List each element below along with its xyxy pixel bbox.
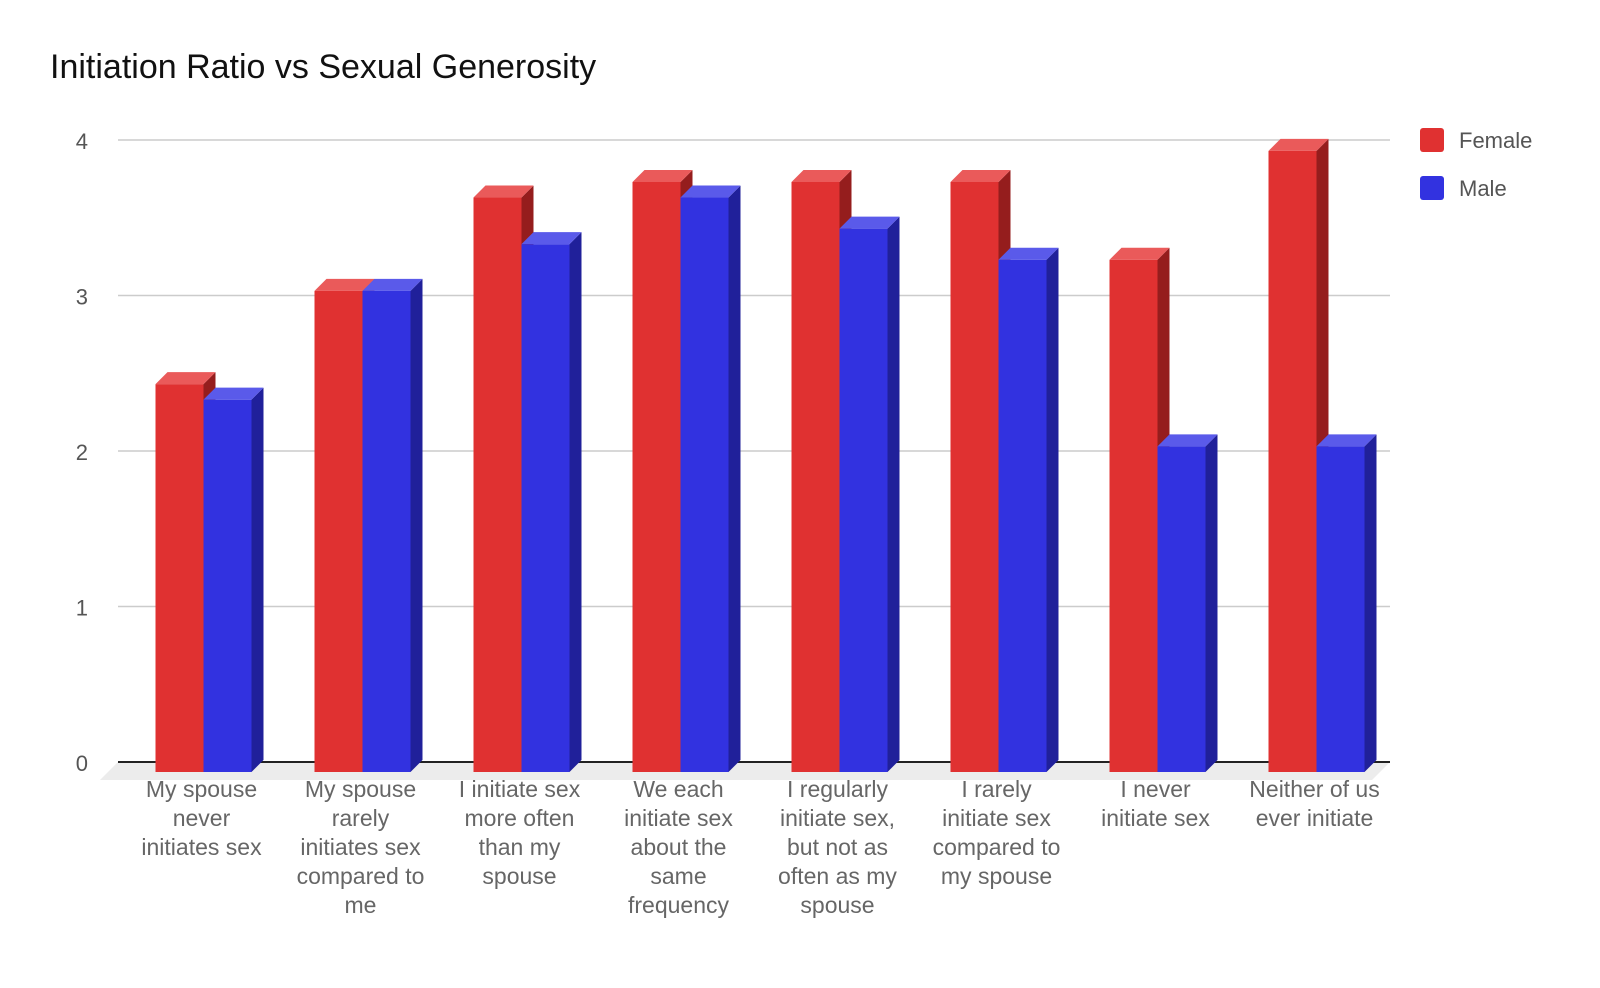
x-tick-label: I rarely initiate sex compared to my spouse	[933, 776, 1061, 889]
bar-top-male	[998, 247, 1059, 260]
bar-top-male	[1316, 434, 1377, 447]
bar-male	[1316, 446, 1365, 772]
chart-title: Initiation Ratio vs Sexual Generosity	[50, 48, 597, 86]
bar-side-male	[728, 185, 741, 772]
bar-top-male	[680, 185, 741, 198]
y-tick-label: 4	[76, 129, 88, 154]
legend-swatch-female	[1420, 128, 1444, 152]
bar-female	[314, 290, 363, 772]
bar-female	[1268, 150, 1317, 772]
bar-female	[632, 181, 681, 773]
bar-side-male	[569, 232, 582, 772]
bar-side-male	[410, 278, 423, 772]
bar-top-female	[1109, 247, 1170, 260]
bar-side-male	[1205, 434, 1218, 772]
x-tick-label: My spouse rarely initiates sex compared to m…	[297, 776, 425, 918]
bar-male	[521, 244, 570, 772]
bar-side-male	[251, 387, 264, 772]
bar-side-male	[1364, 434, 1377, 772]
y-tick-label: 1	[76, 596, 88, 621]
bar-female	[950, 181, 999, 773]
legend-label-female: Female	[1459, 128, 1532, 153]
x-tick-label: We each initiate sex about the same frequenc…	[624, 776, 733, 918]
bar-top-male	[839, 216, 900, 229]
legend-swatch-male	[1420, 176, 1444, 200]
y-tick-label: 0	[76, 751, 88, 776]
x-tick-label: I never initiate sex	[1101, 776, 1210, 831]
bar-top-male	[203, 387, 264, 400]
y-tick-label: 3	[76, 285, 88, 310]
bar-male	[1157, 446, 1206, 772]
x-tick-label: I regularly initiate sex, but not as often …	[778, 776, 897, 918]
bar-male	[362, 290, 411, 772]
bar-female	[155, 384, 204, 772]
chart-floor	[100, 762, 1390, 780]
bar-male	[998, 259, 1047, 772]
bar-male	[839, 228, 888, 772]
bar-top-female	[314, 278, 375, 291]
bar-top-male	[521, 232, 582, 245]
bar-top-male	[362, 278, 423, 291]
legend-label-male: Male	[1459, 176, 1507, 201]
x-tick-label: Neither of us ever initiate	[1249, 776, 1379, 831]
bar-top-female	[1268, 138, 1329, 151]
bar-female	[1109, 259, 1158, 772]
bar-female	[791, 181, 840, 773]
bar-female	[473, 197, 522, 772]
bar-male	[680, 197, 729, 772]
bar-top-female	[632, 169, 693, 182]
bar-side-male	[887, 216, 900, 772]
bar-top-female	[155, 372, 216, 385]
bar-top-female	[473, 185, 534, 198]
bar-male	[203, 399, 252, 772]
bar-side-male	[1046, 247, 1059, 773]
y-tick-label: 2	[76, 440, 88, 465]
bar-top-female	[950, 169, 1011, 182]
bar-top-male	[1157, 434, 1218, 447]
x-tick-label: I initiate sex more often than my spouse	[459, 776, 581, 889]
bar-top-female	[791, 169, 852, 182]
x-tick-label: My spouse never initiates sex	[141, 776, 262, 860]
